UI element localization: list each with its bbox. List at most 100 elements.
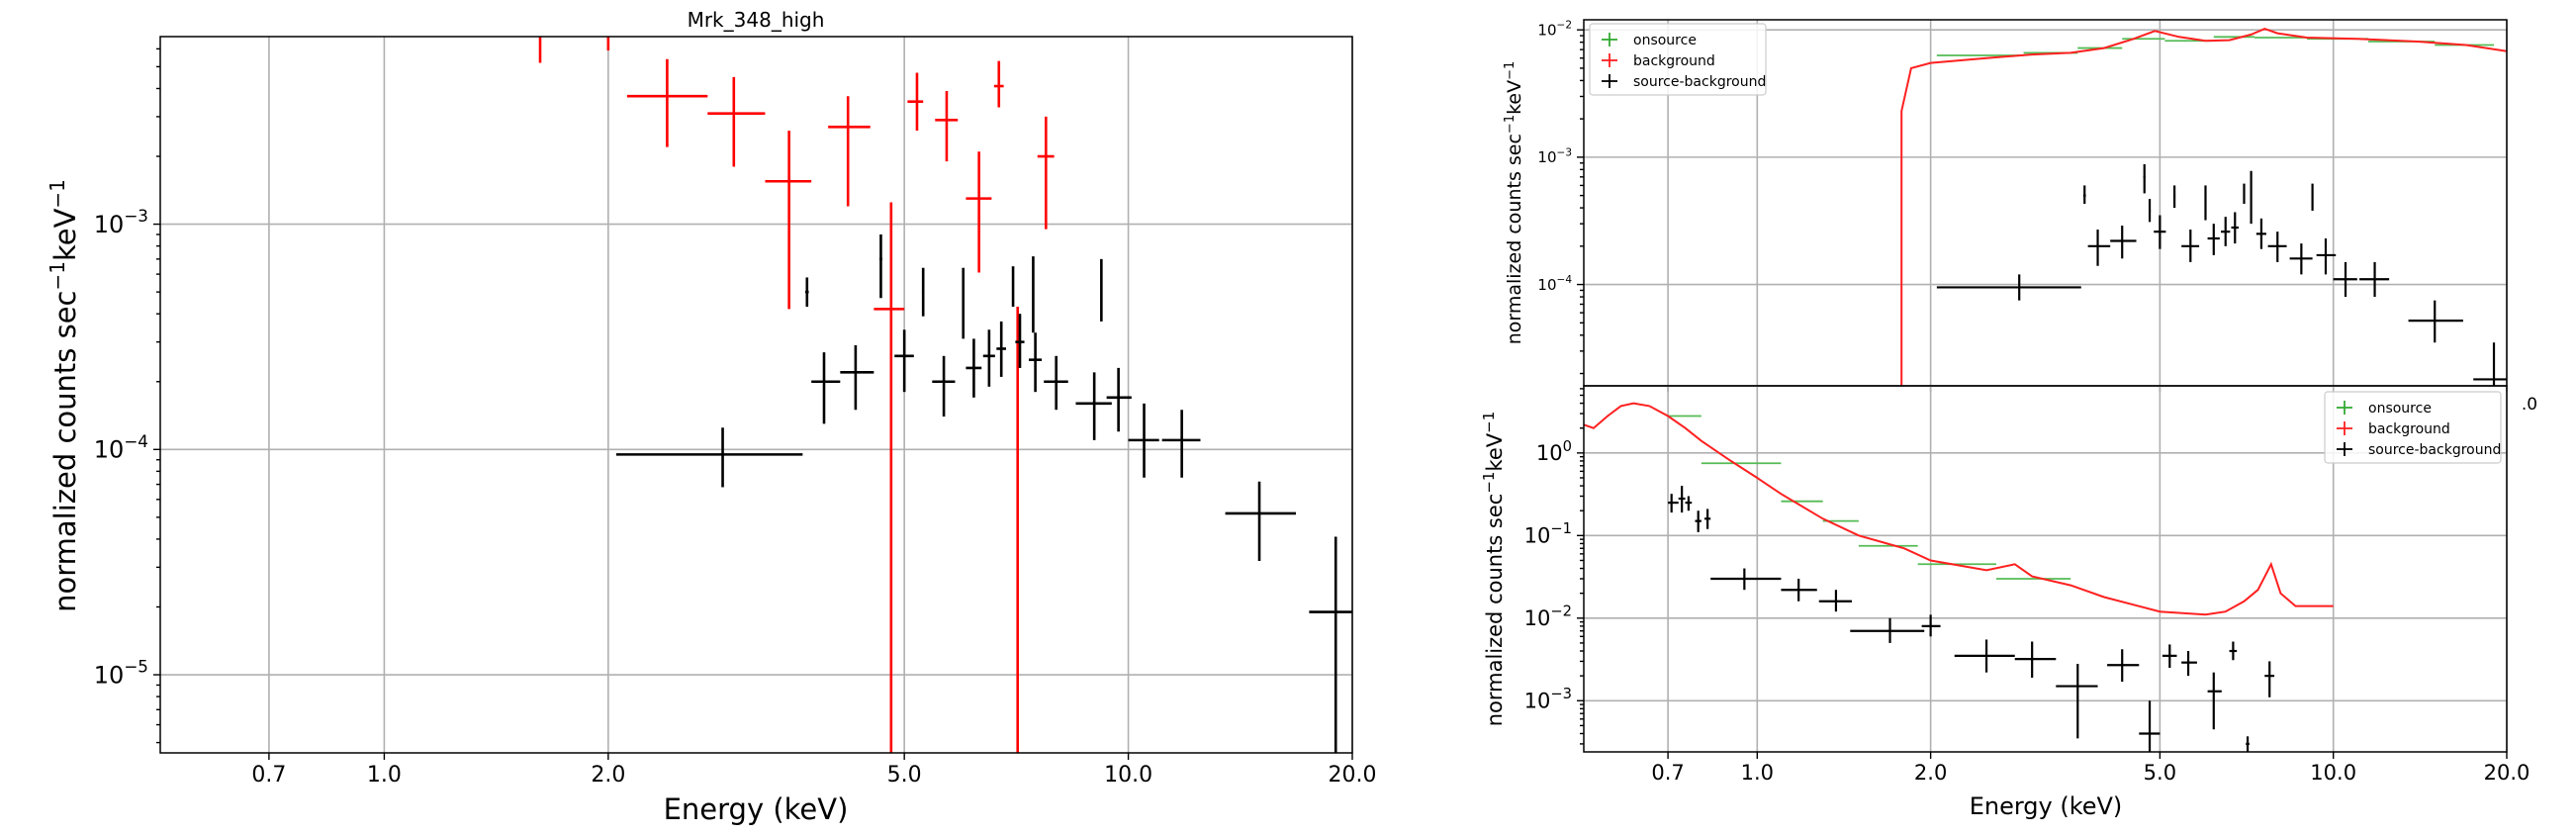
left-ytick-label-0: 10−5	[94, 657, 148, 690]
right-top-srcbkg-point-15	[2255, 218, 2266, 249]
right-top-legend-box	[1589, 23, 1767, 96]
right-bottom-xtick-label-1: 1.0	[1741, 761, 1774, 785]
right-top-srcbkg-point-2	[2087, 230, 2111, 266]
left-plot-y-axis-label: normalized counts sec−1keV−1	[46, 179, 82, 612]
right-bottom-ytick-label-1: 10−1	[1524, 520, 1572, 547]
left-black-point-5	[894, 329, 914, 393]
right-bottom-plot-y-axis-label-sup1: −1	[1480, 472, 1498, 494]
left-xtick-label-4: 10.0	[1104, 763, 1152, 788]
right-bottom-ytick-label-0: 100	[1536, 438, 1572, 465]
right-bottom-srcbkg-point-3	[1695, 510, 1702, 532]
right-top-srcbkg-point-13	[2243, 183, 2246, 205]
left-black-point-20	[1128, 403, 1159, 478]
left-red-point-12	[1037, 116, 1055, 230]
left-plot-y-axis-label-unit: keV	[48, 208, 82, 261]
left-xtick-label-5: 20.0	[1329, 763, 1377, 788]
left-red-point-8	[935, 90, 959, 162]
left-plot-y-axis-label-sup1: −1	[46, 261, 69, 290]
right-bottom-srcbkg-point-13	[2107, 649, 2140, 683]
left-black-point-15	[1029, 332, 1043, 393]
right-top-srcbkg-point-22	[2408, 300, 2463, 343]
left-red-point-4	[765, 131, 812, 310]
left-xtick-label-0: 0.7	[251, 763, 286, 788]
left-plot-black-series	[615, 234, 1352, 753]
right-bottom-legend-entry-1: background	[2337, 421, 2450, 437]
right-bottom-srcbkg-point-7	[1818, 590, 1853, 612]
right-top-ytick-label-1: 10−3	[1537, 146, 1572, 166]
right-top-legend-entry-0: onsource	[1602, 33, 1697, 48]
right-top-plot-series	[1900, 28, 2508, 386]
right-top-srcbkg-point-14	[2250, 170, 2253, 225]
right-top-srcbkg-point-5	[2148, 199, 2152, 223]
right-top-ytick-label-0: 10−4	[1537, 274, 1572, 294]
right-bottom-plot-y-axis-label-sup2: −1	[1480, 412, 1498, 433]
right-top-srcbkg-point-17	[2289, 243, 2313, 275]
right-bottom-plot-y-axis-label: normalized counts sec−1keV−1	[1480, 412, 1507, 727]
right-bottom-srcbkg-point-9	[1921, 614, 1941, 637]
right-top-plot-y-axis-label-sup1: −1	[1503, 115, 1518, 134]
right-bottom-background-line	[1583, 402, 2334, 616]
right-bottom-srcbkg-point-10	[1954, 639, 2015, 673]
right-bottom-ytick-label-2: 10−2	[1524, 603, 1572, 630]
left-plot-grid	[160, 37, 1353, 753]
right-top-srcbkg-point-1	[2082, 185, 2086, 205]
right-bottom-srcbkg-point-0	[1668, 494, 1679, 513]
left-black-point-8	[962, 267, 966, 339]
right-top-legend-entry-2: source-background	[1602, 74, 1766, 90]
right-bottom-srcbkg-point-16	[2181, 651, 2197, 677]
right-bottom-srcbkg-point-18	[2229, 641, 2238, 661]
right-top-plot-legend: onsource background source-background	[1589, 23, 1767, 96]
left-black-point-1	[805, 277, 809, 308]
right-top-plot-clipped-tick-label: .0	[2522, 395, 2537, 415]
left-black-point-18	[1100, 258, 1103, 322]
right-bottom-srcbkg-point-20	[2264, 661, 2275, 697]
left-plot-red-series	[538, 37, 1055, 753]
left-black-point-19	[1106, 367, 1132, 432]
right-top-srcbkg-point-16	[2267, 232, 2287, 262]
right-bottom-srcbkg-point-8	[1850, 617, 1925, 643]
right-top-plot-y-ticks: 10−4 10−3 10−2	[1537, 20, 1584, 375]
right-top-plot-y-axis-label-main: normalized counts sec	[1504, 134, 1525, 344]
right-bottom-xtick-label-2: 2.0	[1914, 761, 1947, 785]
right-bottom-srcbkg-point-1	[1678, 486, 1686, 513]
right-bottom-ytick-label-3: 10−3	[1524, 686, 1572, 712]
right-bottom-srcbkg-point-2	[1685, 496, 1693, 511]
right-bottom-legend-entry-2: source-background	[2337, 442, 2501, 458]
right-top-srcbkg-point-11	[2221, 217, 2231, 246]
right-bottom-srcbkg-point-4	[1704, 509, 1711, 529]
left-black-point-3	[840, 345, 874, 411]
right-top-srcbkg-point-8	[2181, 230, 2200, 262]
right-bottom-legend-entry-0: onsource	[2337, 401, 2432, 417]
right-bottom-srcbkg-point-11	[2014, 641, 2057, 678]
right-bottom-plot-y-ticks: 100 10−1 10−2 10−3	[1524, 388, 1584, 745]
right-top-srcbkg-point-21	[2359, 261, 2390, 298]
right-top-srcbkg-point-9	[2204, 185, 2207, 221]
left-red-point-9	[966, 151, 992, 273]
right-top-plot: 10−410−310−2 .0 normalized counts sec−1k…	[1503, 19, 2537, 415]
left-black-point-2	[811, 352, 841, 424]
left-red-point-3	[707, 76, 766, 167]
right-bottom-srcbkg-point-17	[2207, 672, 2222, 730]
right-bottom-srcbkg-point-14	[2139, 700, 2161, 752]
right-top-plot-x-ticks	[1667, 386, 2508, 392]
right-bottom-srcbkg-point-15	[2162, 644, 2177, 669]
right-top-plot-y-axis-label: normalized counts sec−1keV−1	[1503, 61, 1525, 345]
left-plot-title: Mrk_348_high	[688, 8, 825, 32]
right-bottom-xtick-label-3: 5.0	[2144, 761, 2176, 785]
left-black-point-17	[1075, 372, 1112, 440]
right-bottom-plot-x-ticks: 0.7 1.0 2.0 5.0 10.0 20.0	[1651, 752, 2530, 785]
left-plot-y-ticks: 10−5 10−4 10−3	[94, 47, 160, 744]
left-red-point-6	[874, 202, 905, 753]
right-bottom-xtick-label-0: 0.7	[1651, 761, 1684, 785]
left-plot-y-axis-label-main: normalized counts sec	[48, 291, 82, 612]
right-bottom-xtick-label-5: 20.0	[2484, 761, 2530, 785]
left-black-point-16	[1044, 355, 1068, 411]
right-top-srcbkg-point-0	[1936, 274, 2081, 301]
right-bottom-plot-y-axis-label-main: normalized counts sec	[1483, 494, 1507, 727]
right-bottom-plot-y-axis-label-unit: keV	[1483, 432, 1507, 471]
left-black-point-13	[1015, 314, 1025, 368]
right-bottom-xtick-label-4: 10.0	[2310, 761, 2356, 785]
right-top-legend-entry-1: background	[1602, 53, 1715, 69]
left-plot-y-axis-label-sup2: −1	[46, 179, 69, 208]
left-xtick-label-2: 2.0	[591, 763, 625, 788]
